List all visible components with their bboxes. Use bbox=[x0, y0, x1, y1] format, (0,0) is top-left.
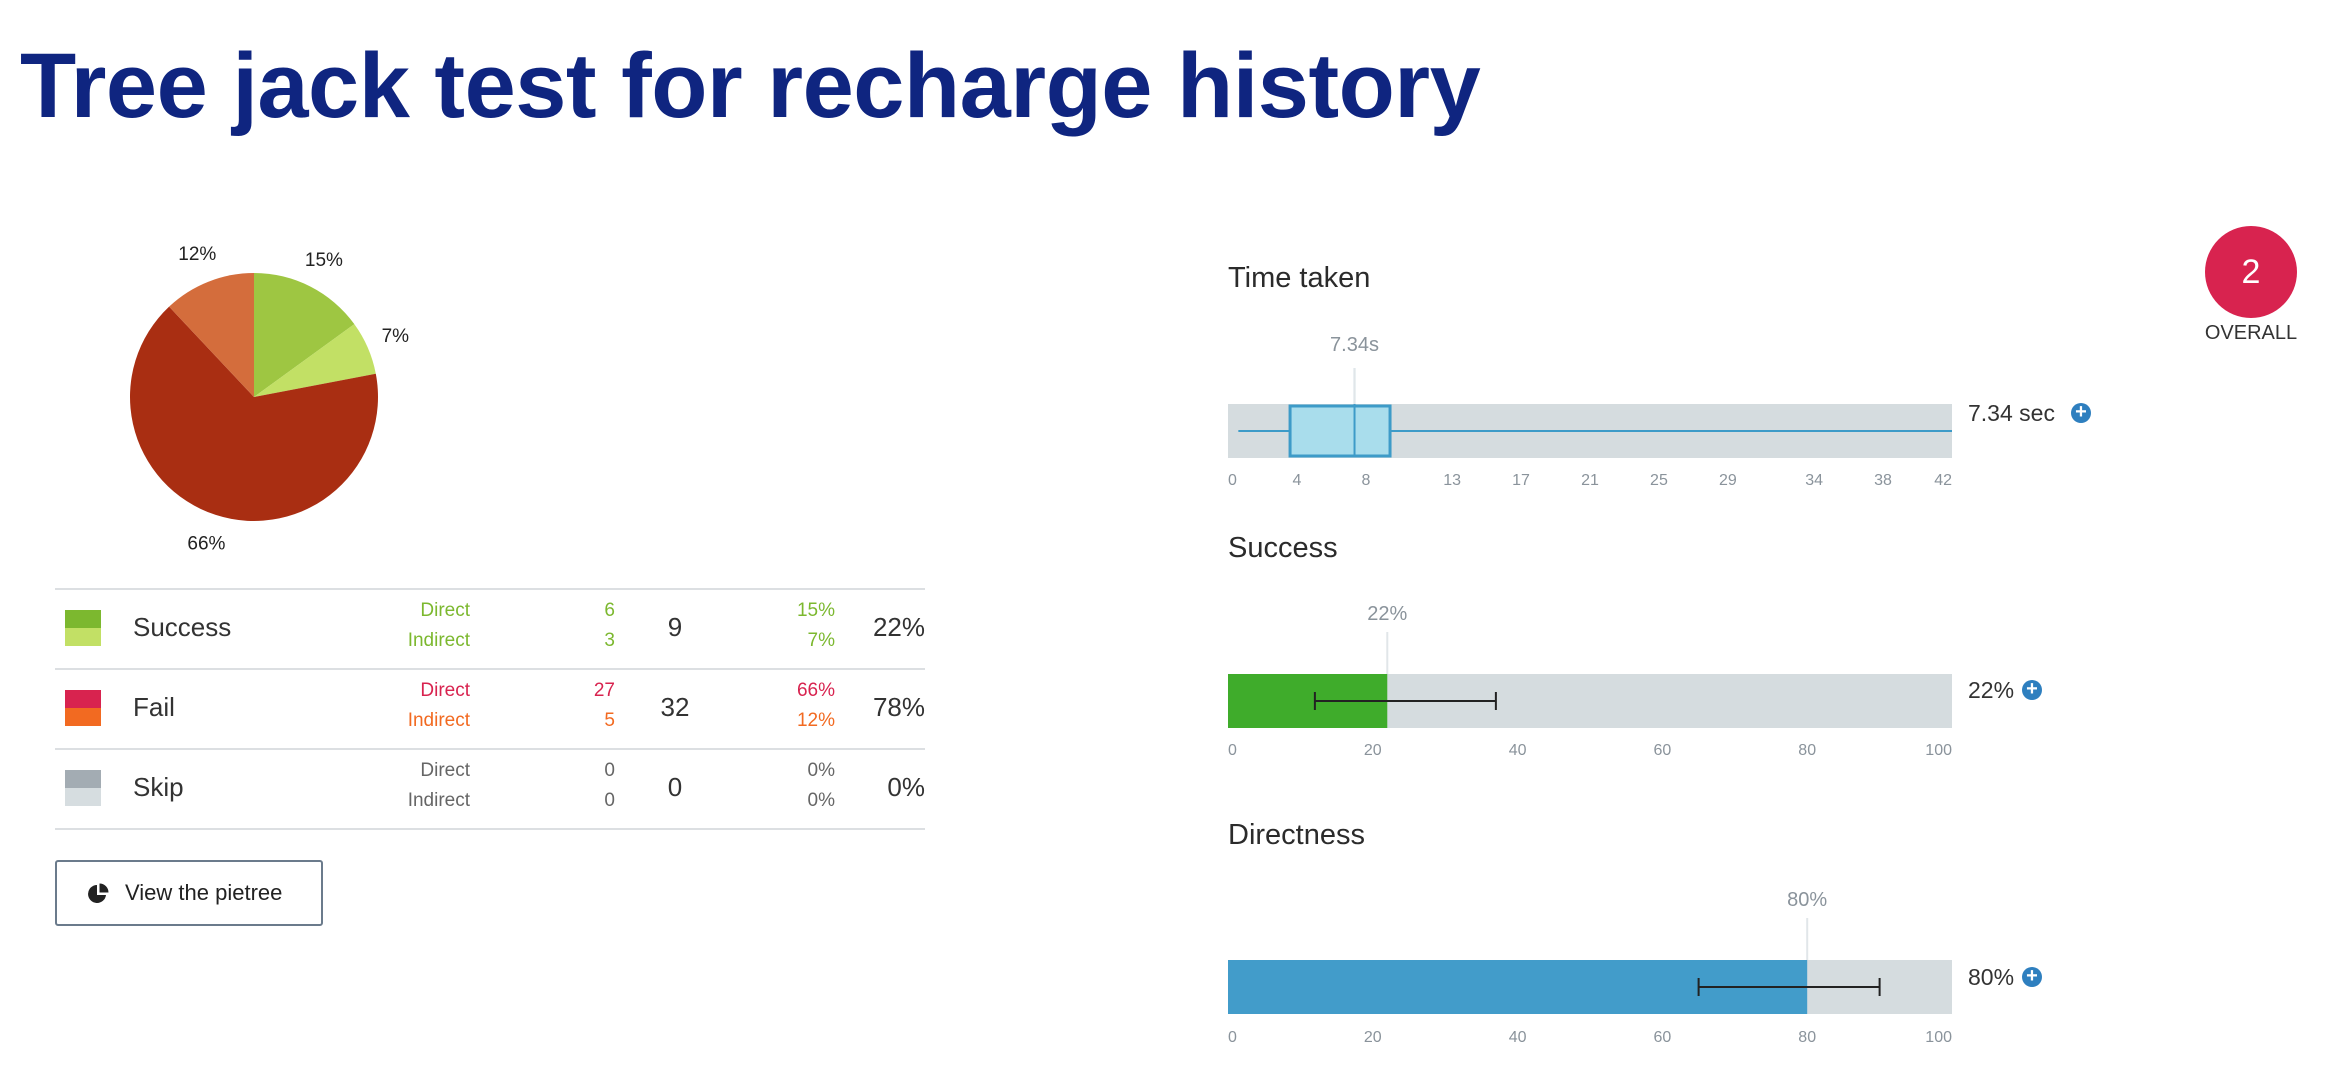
fail-swatch bbox=[65, 690, 101, 726]
success-total-percent: 22% bbox=[872, 612, 925, 642]
skip-indirect-percent: 0% bbox=[807, 790, 835, 811]
time-tick-3: 13 bbox=[1443, 472, 1461, 489]
time-tick-1: 4 bbox=[1292, 472, 1301, 489]
success-indirect-label: Indirect bbox=[407, 630, 470, 651]
pie-chart-icon bbox=[88, 883, 109, 903]
time-tick-8: 34 bbox=[1805, 472, 1823, 489]
pie-slice-1 bbox=[254, 324, 376, 397]
overall-label: OVERALL bbox=[2204, 322, 2298, 344]
pie-chart: 15% 7% 66% 12% bbox=[129, 244, 410, 554]
fail-indirect-swatch bbox=[65, 708, 101, 726]
success-direct-percent: 15% bbox=[796, 600, 835, 621]
legend-row-skip: Skip Direct Indirect 0 0 0 0% 0% 0% bbox=[55, 748, 925, 830]
pie-slice-0 bbox=[254, 273, 355, 397]
success-tick-1: 20 bbox=[1364, 742, 1382, 759]
fail-label: Fail bbox=[133, 692, 175, 722]
fail-indirect-count: 5 bbox=[604, 710, 615, 731]
pie-slice-label-0: 15% bbox=[305, 250, 343, 271]
time-tick-6: 25 bbox=[1650, 472, 1668, 489]
directness-expand-icon[interactable]: + bbox=[2022, 966, 2042, 987]
skip-indirect-swatch bbox=[65, 788, 101, 806]
success-indirect-count: 3 bbox=[604, 630, 615, 651]
skip-swatch bbox=[65, 770, 101, 806]
time-tick-5: 21 bbox=[1581, 472, 1599, 489]
skip-direct-count: 0 bbox=[604, 760, 615, 781]
skip-indirect-count: 0 bbox=[604, 790, 615, 811]
directness-tick-2: 40 bbox=[1509, 1029, 1527, 1046]
success-tick-4: 80 bbox=[1798, 742, 1816, 759]
directness-tick-0: 0 bbox=[1228, 1029, 1237, 1046]
skip-total-count: 0 bbox=[667, 772, 683, 802]
legend-row-success: Success Direct Indirect 6 3 9 15% 7% 22% bbox=[55, 588, 925, 668]
page-title: Tree jack test for recharge history bbox=[20, 35, 1481, 137]
pie-slice-label-1: 7% bbox=[382, 326, 410, 347]
directness-tick-4: 80 bbox=[1798, 1029, 1816, 1046]
pie-slice-2 bbox=[129, 306, 378, 521]
skip-indirect-label: Indirect bbox=[407, 790, 470, 811]
fail-direct-swatch bbox=[65, 690, 101, 708]
directness-value: 80% bbox=[1968, 964, 2015, 990]
time-tick-9: 38 bbox=[1874, 472, 1892, 489]
time-tick-4: 17 bbox=[1512, 472, 1530, 489]
fail-indirect-label: Indirect bbox=[407, 710, 470, 731]
overall-score-badge: 2 bbox=[2205, 226, 2297, 318]
skip-label: Skip bbox=[133, 772, 184, 802]
success-expand-icon[interactable]: + bbox=[2022, 679, 2042, 700]
success-direct-swatch bbox=[65, 610, 101, 628]
pie-slice-3 bbox=[169, 273, 254, 397]
skip-total-percent: 0% bbox=[887, 772, 925, 802]
success-indirect-percent: 7% bbox=[807, 630, 835, 651]
success-indirect-swatch bbox=[65, 628, 101, 646]
directness-tick-5: 100 bbox=[1925, 1029, 1952, 1046]
fail-total-percent: 78% bbox=[872, 692, 925, 722]
success-label: Success bbox=[133, 612, 232, 642]
success-tick-0: 0 bbox=[1228, 742, 1237, 759]
success-tick-5: 100 bbox=[1925, 742, 1952, 759]
fail-direct-label: Direct bbox=[420, 680, 470, 701]
time-tick-0: 0 bbox=[1228, 472, 1237, 489]
skip-direct-percent: 0% bbox=[807, 760, 835, 781]
time-box bbox=[1288, 404, 1392, 458]
time-median-label: 7.34s bbox=[1330, 334, 1379, 356]
fail-total-count: 32 bbox=[660, 692, 690, 722]
results-legend-table: Success Direct Indirect 6 3 9 15% 7% 22%… bbox=[55, 588, 925, 830]
directness-tick-1: 20 bbox=[1364, 1029, 1382, 1046]
success-heading: Success bbox=[1228, 532, 1338, 564]
success-direct-label: Direct bbox=[420, 600, 470, 621]
directness-tick-3: 60 bbox=[1654, 1029, 1672, 1046]
time-taken-heading: Time taken bbox=[1228, 262, 1371, 294]
success-tick-2: 40 bbox=[1509, 742, 1527, 759]
time-tick-7: 29 bbox=[1719, 472, 1737, 489]
time-taken-expand-icon[interactable]: + bbox=[2071, 402, 2091, 423]
view-pietree-button[interactable]: View the pietree bbox=[55, 860, 323, 926]
time-tick-10: 42 bbox=[1934, 472, 1952, 489]
directness-value-label: 80% bbox=[1787, 889, 1827, 911]
success-value: 22% bbox=[1968, 677, 2015, 703]
pie-slice-label-3: 12% bbox=[178, 244, 216, 265]
success-total-count: 9 bbox=[667, 612, 683, 642]
success-direct-count: 6 bbox=[604, 600, 615, 621]
success-swatch bbox=[65, 610, 101, 646]
fail-indirect-percent: 12% bbox=[796, 710, 835, 731]
fail-direct-count: 27 bbox=[593, 680, 615, 701]
directness-heading: Directness bbox=[1228, 819, 1365, 851]
skip-direct-label: Direct bbox=[420, 760, 470, 781]
skip-direct-swatch bbox=[65, 770, 101, 788]
success-tick-3: 60 bbox=[1654, 742, 1672, 759]
fail-direct-percent: 66% bbox=[796, 680, 835, 701]
time-taken-value: 7.34 sec bbox=[1968, 400, 2055, 426]
view-pietree-label: View the pietree bbox=[125, 880, 283, 905]
pie-slice-label-2: 66% bbox=[187, 533, 225, 554]
time-tick-2: 8 bbox=[1361, 472, 1370, 489]
legend-row-fail: Fail Direct Indirect 27 5 32 66% 12% 78% bbox=[55, 668, 925, 748]
success-value-label: 22% bbox=[1367, 603, 1407, 625]
